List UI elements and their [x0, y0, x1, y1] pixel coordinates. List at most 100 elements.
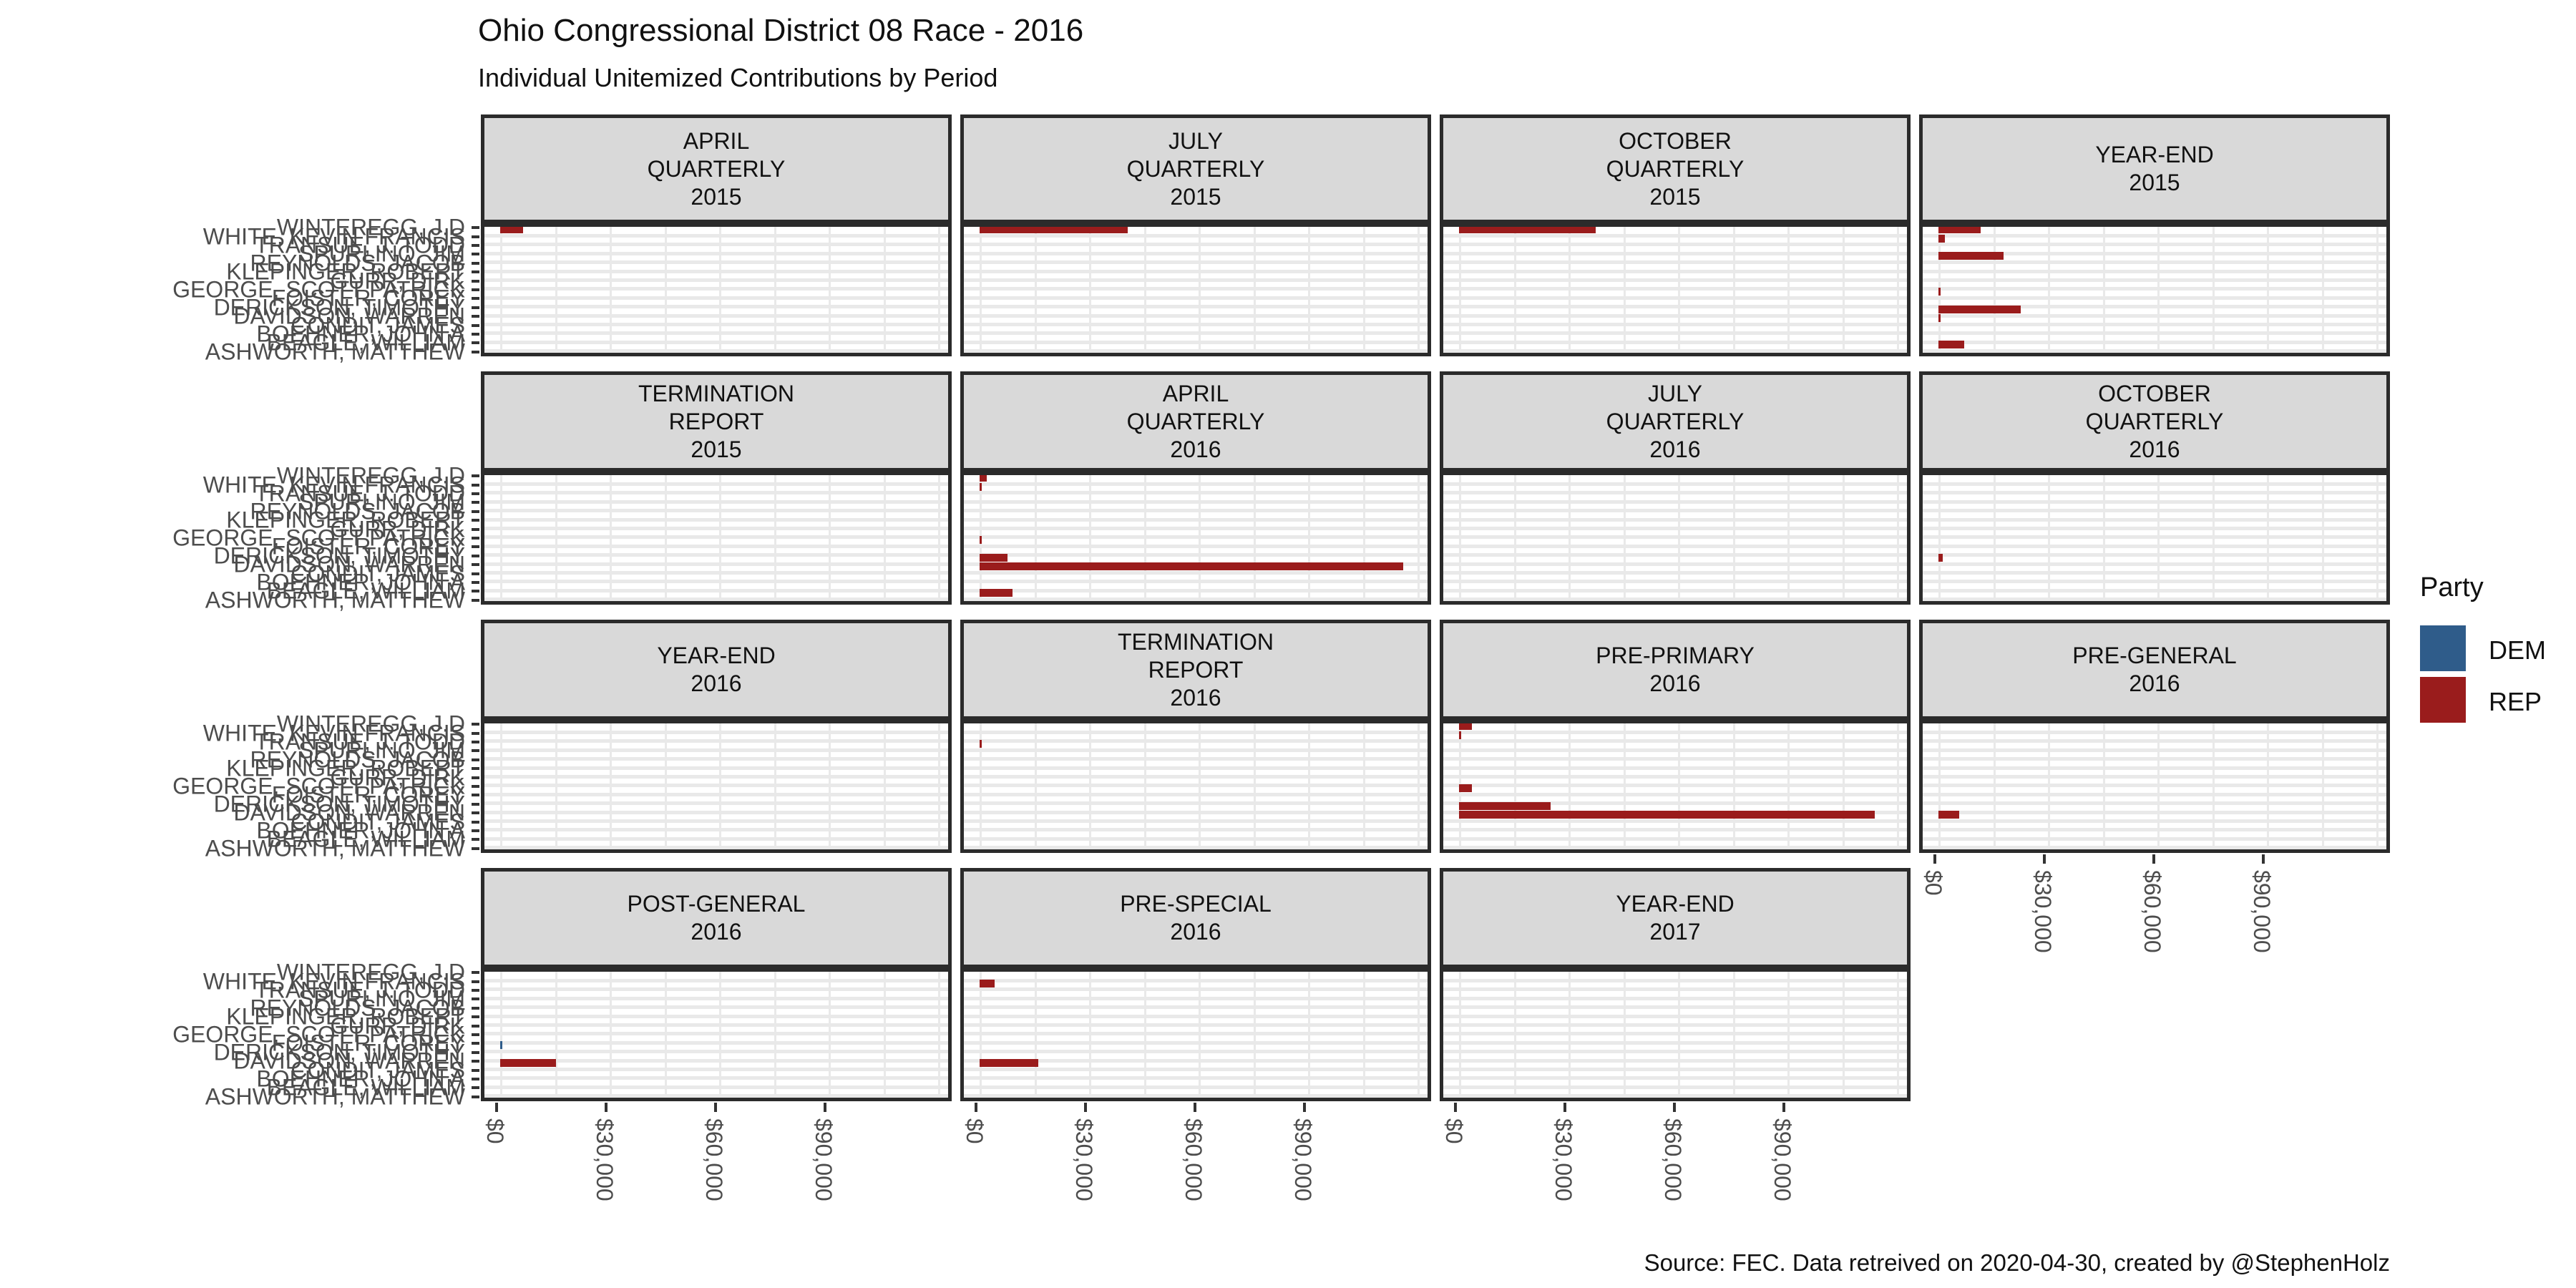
y-axis-candidate-label: WINTEREGG, J.D: [276, 214, 465, 240]
facet-header: TERMINATION REPORT 2016: [960, 620, 1431, 720]
gridline-vertical: [1253, 475, 1256, 601]
gridline-horizontal: [964, 846, 1428, 849]
gridline-horizontal: [1443, 739, 1907, 743]
gridline-vertical: [1034, 972, 1037, 1098]
gridline-horizontal: [484, 305, 948, 309]
contribution-bar: [980, 562, 1403, 571]
gridline-horizontal: [1443, 260, 1907, 265]
gridline-vertical: [774, 475, 776, 601]
gridline-vertical: [1034, 475, 1037, 601]
gridline-vertical: [555, 723, 557, 849]
gridline-horizontal: [1443, 1094, 1907, 1098]
facet-header: YEAR-END 2016: [481, 620, 952, 720]
gridline-vertical: [2376, 475, 2379, 601]
y-axis-tick: [472, 590, 479, 593]
contribution-bar: [1938, 314, 1941, 323]
y-axis-candidate-label: BOEHNER, JOHN A: [256, 1065, 465, 1092]
y-axis-tick: [472, 758, 479, 761]
gridline-vertical: [1568, 972, 1571, 1098]
gridline-vertical: [883, 227, 886, 353]
gridline-horizontal: [964, 810, 1428, 814]
facet-header: POST-GENERAL 2016: [481, 868, 952, 968]
contribution-bar: [1938, 811, 1960, 819]
x-axis-tick-label: $0: [482, 1118, 508, 1144]
y-axis-tick: [472, 776, 479, 779]
y-axis-candidate-label: CONDIT, JAMES: [291, 560, 465, 587]
gridline-vertical: [938, 475, 940, 601]
gridline-vertical: [1568, 227, 1571, 353]
y-axis-tick: [472, 811, 479, 815]
facet-panel: [1440, 968, 1911, 1101]
gridline-horizontal: [484, 828, 948, 832]
y-axis-candidate-label: TRANSUE, J. TODD: [255, 977, 465, 1003]
y-axis-candidate-label: KLEPINGER, ROBERT: [226, 507, 465, 533]
facet-panel: [481, 472, 952, 605]
gridline-horizontal: [1443, 846, 1907, 849]
gridline-horizontal: [1923, 313, 2386, 318]
gridline-vertical: [2267, 723, 2269, 849]
gridline-vertical: [1513, 723, 1516, 849]
gridline-vertical: [719, 475, 721, 601]
gridline-vertical: [1623, 227, 1626, 353]
gridline-horizontal: [1923, 517, 2386, 522]
gridline-horizontal: [484, 313, 948, 318]
gridline-horizontal: [964, 792, 1428, 796]
y-axis-candidate-label: GURR, DIRK: [330, 516, 465, 542]
gridline-horizontal: [484, 296, 948, 300]
facet-panel: [1440, 472, 1911, 605]
gridline-horizontal: [1923, 349, 2386, 353]
contribution-bar: [1938, 341, 1965, 349]
gridline-vertical: [1308, 972, 1310, 1098]
gridline-horizontal: [964, 1040, 1428, 1045]
gridline-vertical: [2157, 227, 2160, 353]
gridline-vertical: [1418, 227, 1420, 353]
gridline-horizontal: [484, 846, 948, 849]
y-axis-candidate-label: CONDIT, JAMES: [291, 1057, 465, 1083]
contribution-bar: [1459, 811, 1875, 819]
gridline-horizontal: [964, 526, 1428, 530]
y-axis-tick: [472, 829, 479, 832]
legend-label-rep: REP: [2489, 687, 2542, 716]
gridline-horizontal: [1923, 340, 2386, 344]
gridline-horizontal: [1923, 597, 2386, 601]
x-axis-tick: [1194, 1103, 1196, 1112]
gridline-vertical: [1143, 227, 1146, 353]
x-axis-tick: [824, 1103, 826, 1112]
gridline-horizontal: [1443, 597, 1907, 601]
gridline-horizontal: [1443, 1023, 1907, 1027]
contribution-bar: [500, 1059, 557, 1068]
facet-panel: [1919, 720, 2390, 853]
gridline-horizontal: [484, 739, 948, 743]
y-axis-tick: [472, 261, 479, 265]
y-axis-tick: [472, 341, 479, 345]
gridline-horizontal: [1443, 491, 1907, 495]
gridline-vertical: [555, 475, 557, 601]
gridline-horizontal: [1443, 996, 1907, 1000]
gridline-vertical: [1787, 972, 1790, 1098]
legend-label-dem: DEM: [2489, 635, 2546, 665]
contribution-bar: [1459, 784, 1472, 792]
gridline-vertical: [774, 972, 776, 1098]
x-axis-tick: [1084, 1103, 1087, 1112]
gridline-vertical: [1459, 475, 1461, 601]
gridline-horizontal: [1923, 801, 2386, 806]
y-axis-candidate-label: KLEPINGER, ROBERT: [226, 755, 465, 781]
gridline-horizontal: [1923, 482, 2386, 486]
gridline-horizontal: [964, 233, 1428, 238]
gridline-horizontal: [1443, 233, 1907, 238]
gridline-horizontal: [1923, 331, 2386, 336]
gridline-horizontal: [484, 544, 948, 548]
gridline-horizontal: [964, 499, 1428, 504]
gridline-horizontal: [484, 535, 948, 540]
y-axis-candidate-label: FOISTER, COREY: [271, 285, 465, 311]
gridline-horizontal: [1443, 1058, 1907, 1063]
gridline-horizontal: [964, 739, 1428, 743]
gridline-horizontal: [484, 331, 948, 336]
legend-title: Party: [2420, 572, 2484, 602]
gridline-horizontal: [964, 836, 1428, 841]
gridline-vertical: [1199, 227, 1201, 353]
y-axis-candidate-label: DAVIDSON, WARREN: [233, 551, 465, 577]
gridline-vertical: [1787, 227, 1790, 353]
y-axis-candidate-label: SPURLINO, JIM: [298, 985, 465, 1012]
y-axis-tick: [472, 971, 479, 975]
